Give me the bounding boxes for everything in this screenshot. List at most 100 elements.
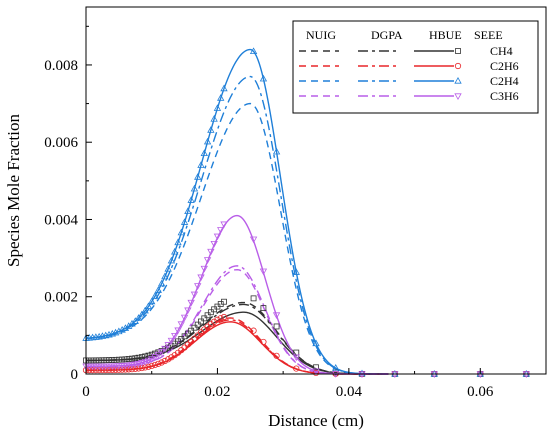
data-point-ch4-12 [122, 356, 129, 363]
data-point-c2h6-40 [214, 316, 221, 323]
data-point-c3h6-46 [292, 354, 300, 362]
data-point-c3h6-23 [157, 349, 166, 356]
data-point-ch4-legend [455, 48, 461, 54]
data-point-c2h6-47 [312, 369, 320, 377]
data-point-ch4-35 [198, 318, 204, 325]
data-point-ch4-21 [152, 350, 158, 357]
data-point-c2h4-49 [358, 369, 366, 377]
y-axis-title: Species Mole Fraction [4, 114, 23, 267]
data-point-c2h4-27 [171, 247, 179, 255]
data-point-c2h6-24 [161, 357, 168, 365]
data-point-c2h4-10 [115, 327, 123, 335]
data-point-c3h6-12 [121, 362, 130, 370]
x-axis-title: Distance (cm) [268, 411, 364, 430]
x-tick-label-2: 0.04 [336, 384, 363, 400]
data-point-c3h6-44 [259, 268, 268, 276]
legend-label-c3h6: C3H6 [490, 89, 519, 103]
data-point-c2h4-38 [207, 126, 215, 133]
data-point-c3h6-26 [167, 337, 176, 345]
data-point-c2h4-26 [167, 256, 176, 264]
data-point-c2h6-45 [273, 352, 280, 359]
data-point-c2h4-29 [177, 228, 185, 236]
data-point-c2h6-13 [125, 366, 132, 373]
y-tick-label-2: 0.004 [44, 212, 78, 228]
data-point-ch4-7 [106, 357, 112, 364]
data-point-c3h6-41 [217, 227, 225, 234]
data-point-c3h6-17 [138, 360, 146, 367]
data-point-c2h6-39 [211, 318, 218, 325]
data-point-ch4-11 [119, 356, 126, 363]
data-point-c2h4-43 [249, 47, 258, 55]
data-point-c2h4-32 [187, 196, 195, 203]
data-point-c2h6-legend [454, 62, 462, 70]
data-point-c2h4-18 [141, 306, 149, 314]
legend-label-c2h6: C2H6 [490, 59, 519, 73]
data-point-c2h6-12 [122, 366, 129, 373]
data-point-ch4-32 [188, 327, 195, 334]
legend-header-hbue: HBUE [429, 28, 462, 42]
data-point-c2h6-2 [89, 367, 96, 374]
data-point-c3h6-30 [180, 314, 189, 322]
data-point-c2h6-46 [293, 365, 300, 372]
data-point-c3h6-27 [171, 333, 179, 340]
legend-header-dgpa: DGPA [371, 28, 403, 42]
data-point-c2h4-36 [200, 149, 208, 157]
data-point-c2h4-33 [190, 184, 199, 192]
data-point-c3h6-18 [141, 358, 149, 366]
data-point-c2h6-44 [260, 338, 267, 346]
legend-label-c2h4: C2H4 [490, 74, 519, 88]
data-point-ch4-33 [191, 324, 198, 331]
data-point-c2h4-20 [148, 297, 156, 305]
data-point-ch4-47 [313, 364, 319, 371]
data-point-c2h6-10 [115, 366, 122, 373]
data-point-c2h4-42 [220, 84, 228, 92]
y-tick-label-0: 0 [71, 367, 79, 383]
data-point-ch4-10 [115, 356, 122, 363]
data-point-ch4-14 [129, 355, 135, 362]
data-point-c2h4-46 [292, 268, 300, 275]
data-point-c2h4-24 [161, 272, 169, 280]
y-tick-label-4: 0.008 [44, 58, 78, 74]
legend-header-seee: SEEE [474, 28, 503, 42]
data-point-c2h6-1 [86, 367, 93, 374]
data-point-c2h4-23 [157, 279, 166, 287]
data-point-c3h6-20 [148, 356, 156, 363]
data-point-ch4-43 [250, 295, 257, 302]
data-point-c3h6-31 [184, 307, 192, 315]
series-line-c3h6-hbue [86, 214, 389, 375]
data-point-c2h6-25 [165, 356, 172, 363]
data-point-c3h6-37 [203, 257, 212, 264]
data-point-c2h4-47 [312, 339, 320, 347]
data-point-c3h6-45 [272, 312, 281, 320]
x-tick-label-3: 0.06 [467, 384, 494, 400]
data-point-c2h4-44 [259, 74, 268, 82]
data-point-c2h4-41 [217, 94, 225, 101]
data-point-c2h6-22 [155, 360, 162, 367]
data-point-c3h6-22 [154, 351, 162, 359]
data-point-ch4-1 [86, 357, 93, 364]
data-point-ch4-36 [201, 315, 208, 322]
data-point-ch4-37 [204, 312, 211, 319]
data-point-c2h6-16 [135, 365, 142, 372]
data-point-c2h6-3 [92, 367, 99, 374]
data-point-c2h6-14 [128, 366, 136, 373]
data-point-c2h6-15 [132, 365, 139, 372]
data-point-c3h6-legend [454, 93, 462, 101]
data-point-c2h6-41 [217, 315, 224, 322]
data-point-c2h4-31 [184, 207, 192, 215]
data-point-c2h6-43 [250, 327, 257, 334]
data-point-c2h6-5 [99, 366, 106, 374]
data-point-ch4-5 [99, 357, 106, 364]
data-point-ch4-6 [102, 357, 109, 364]
data-point-c2h4-16 [134, 314, 143, 321]
data-point-c2h4-48 [332, 364, 340, 371]
data-point-c3h6-40 [213, 233, 222, 241]
data-point-c2h4-12 [121, 324, 130, 331]
data-point-c2h6-4 [96, 366, 103, 374]
data-point-ch4-15 [132, 355, 139, 362]
x-tick-label-1: 0.02 [204, 384, 230, 400]
data-point-ch4-2 [89, 357, 96, 364]
legend-label-ch4: CH4 [490, 44, 513, 58]
series-line-c2h4-dgpa [85, 75, 389, 375]
data-point-c2h6-42 [220, 313, 228, 321]
